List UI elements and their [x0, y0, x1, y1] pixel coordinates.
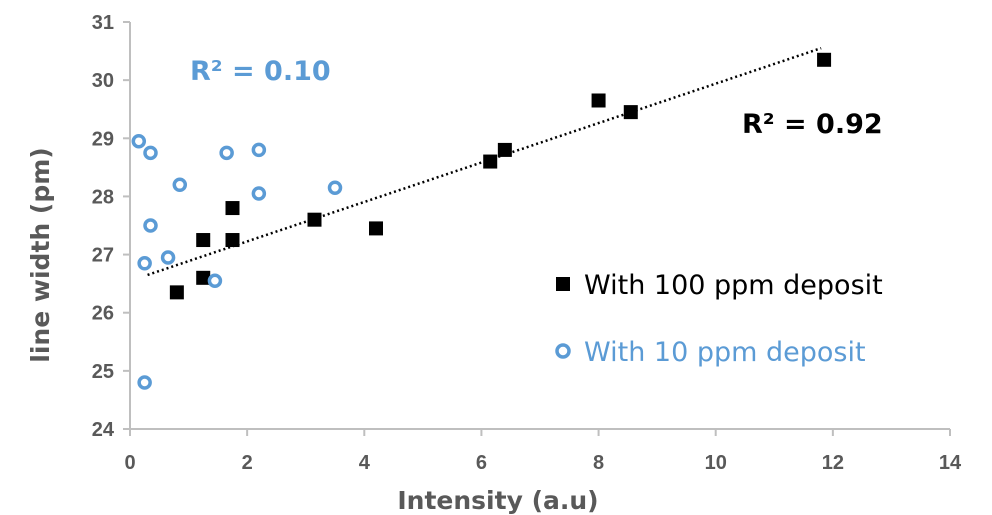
x-axis-title: Intensity (a.u)	[397, 486, 598, 515]
x-tick-label: 0	[124, 452, 135, 474]
data-point-10ppm	[327, 180, 343, 195]
data-point-10ppm	[143, 218, 158, 233]
data-point-100ppm	[623, 105, 638, 120]
y-tick-label: 25	[92, 361, 114, 383]
y-axis-title: line width (pm)	[26, 147, 55, 362]
data-point-100ppm	[369, 221, 383, 236]
data-point-100ppm	[225, 233, 240, 248]
data-point-10ppm	[143, 145, 158, 161]
x-tick-label: 2	[242, 452, 253, 474]
data-point-10ppm	[137, 375, 152, 390]
r2-label-100ppm: R² = 0.92	[742, 109, 883, 140]
data-point-100ppm	[483, 154, 498, 169]
data-point-100ppm	[196, 233, 211, 248]
x-tick-label: 8	[593, 452, 604, 474]
data-point-10ppm	[137, 256, 152, 271]
data-point-10ppm	[131, 133, 147, 149]
x-tick-label: 14	[939, 452, 962, 474]
data-point-100ppm	[497, 142, 512, 157]
y-tick-label: 27	[92, 245, 114, 267]
data-point-100ppm	[169, 285, 184, 300]
data-point-10ppm	[251, 142, 267, 158]
data-point-10ppm	[251, 186, 267, 201]
data-point-100ppm	[591, 93, 606, 108]
data-point-100ppm	[307, 212, 322, 227]
x-tick-label: 12	[822, 452, 844, 474]
y-tick-label: 28	[92, 186, 114, 208]
legend: With 100 ppm deposit With 10 ppm deposit	[555, 270, 883, 368]
x-tick-label: 6	[476, 452, 487, 474]
x-tick-label: 10	[705, 452, 727, 474]
y-tick-label: 29	[92, 128, 114, 150]
data-point-10ppm	[160, 250, 176, 265]
y-tick-label: 30	[92, 70, 114, 92]
legend-marker-100ppm	[556, 277, 570, 291]
points-layer	[131, 52, 832, 390]
data-point-100ppm	[196, 270, 211, 285]
data-point-10ppm	[207, 273, 223, 288]
y-tick-label: 26	[92, 303, 114, 325]
r2-label-10ppm: R² = 0.10	[190, 56, 331, 87]
data-point-10ppm	[172, 177, 188, 193]
data-point-100ppm	[817, 52, 832, 67]
legend-label-10ppm: With 10 ppm deposit	[584, 337, 866, 368]
data-point-10ppm	[219, 145, 234, 161]
y-tick-label: 24	[92, 419, 115, 441]
legend-marker-10ppm	[555, 343, 571, 359]
legend-label-100ppm: With 100 ppm deposit	[584, 270, 883, 301]
x-tick-label: 4	[359, 452, 371, 474]
data-point-100ppm	[225, 201, 240, 216]
y-tick-label: 31	[92, 12, 114, 34]
